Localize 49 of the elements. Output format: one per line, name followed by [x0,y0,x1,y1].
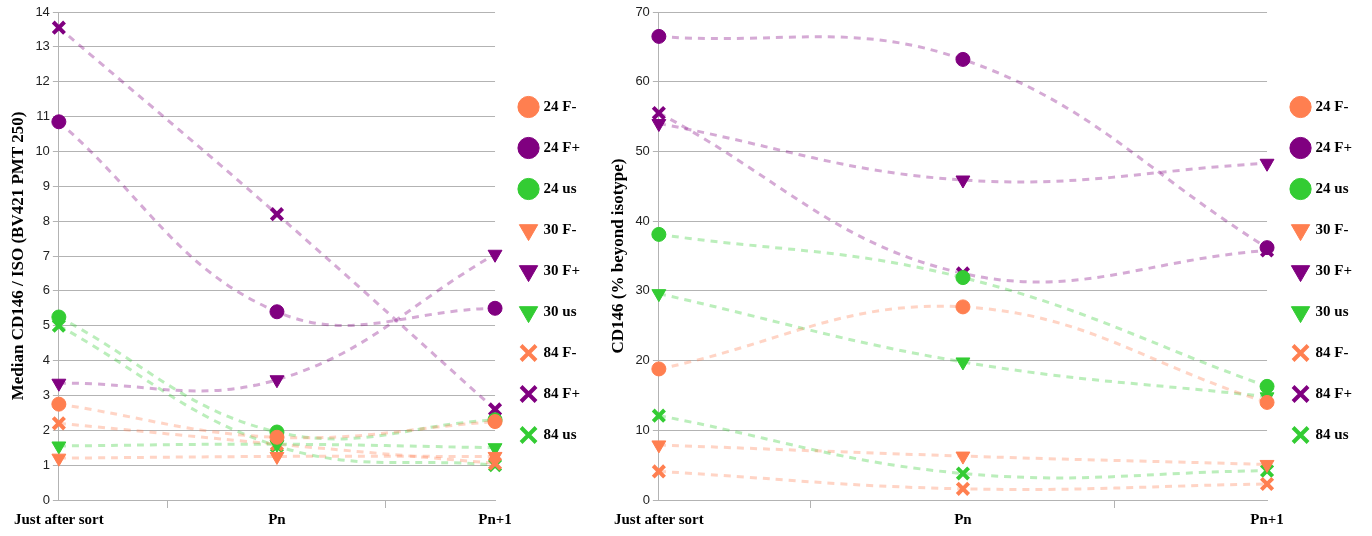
y-tick-label: 20 [635,352,650,368]
legend-label: 30 us [543,302,577,319]
legend-label: 30 F- [1315,220,1349,237]
y-tick-label: 6 [42,282,50,298]
y-tick-label: 50 [635,143,650,159]
legend-label: 24 us [543,179,577,196]
x-tick-label: Pn+1 [478,510,512,527]
legend-label: 24 us [1315,179,1349,196]
legend-label: 84 F+ [543,384,581,401]
y-tick-label: 4 [42,352,50,368]
y-axis-title: Median CD146 / ISO (BV421 PMT 250) [7,111,27,401]
y-tick-label: 5 [42,317,50,333]
y-tick-label: 0 [642,491,650,507]
legend-label: 84 F+ [1315,384,1353,401]
y-tick-label: 9 [42,177,50,193]
y-tick-label: 10 [635,421,650,437]
y-tick-label: 11 [36,108,50,124]
y-tick-label: 0 [42,491,50,507]
y-tick-label: 40 [635,212,650,228]
y-tick-label: 70 [635,3,650,19]
y-tick-label: 14 [35,3,50,19]
legend-label: 24 F+ [543,138,581,155]
y-axis-title: CD146 (% beyond isotype) [607,158,627,354]
x-tick-label: Just after sort [14,510,104,527]
y-tick-label: 1 [42,456,50,472]
legend-label: 84 F- [1315,343,1349,360]
y-tick-label: 10 [35,143,50,159]
x-tick-label: Pn+1 [1250,510,1284,527]
legend-label: 84 us [543,425,577,442]
legend-label: 30 F+ [1315,261,1353,278]
y-tick-label: 3 [42,387,50,403]
y-tick-label: 60 [635,73,650,89]
legend-label: 30 F- [543,220,577,237]
legend-label: 24 F+ [1315,138,1353,155]
legend-label: 84 F- [543,343,577,360]
legend-label: 30 F+ [543,261,581,278]
legend-label: 84 us [1315,425,1349,442]
y-tick-label: 8 [42,212,50,228]
y-tick-label: 2 [42,421,50,437]
y-tick-label: 12 [35,73,50,89]
legend-label: 24 F- [1315,97,1349,114]
legend-label: 30 us [1315,302,1349,319]
x-tick-label: Pn [268,510,287,527]
legend-label: 24 F- [543,97,577,114]
y-tick-label: 13 [35,38,50,54]
x-tick-label: Pn [954,510,973,527]
y-tick-label: 30 [635,282,650,298]
x-tick-label: Just after sort [614,510,704,527]
y-tick-label: 7 [42,247,50,263]
